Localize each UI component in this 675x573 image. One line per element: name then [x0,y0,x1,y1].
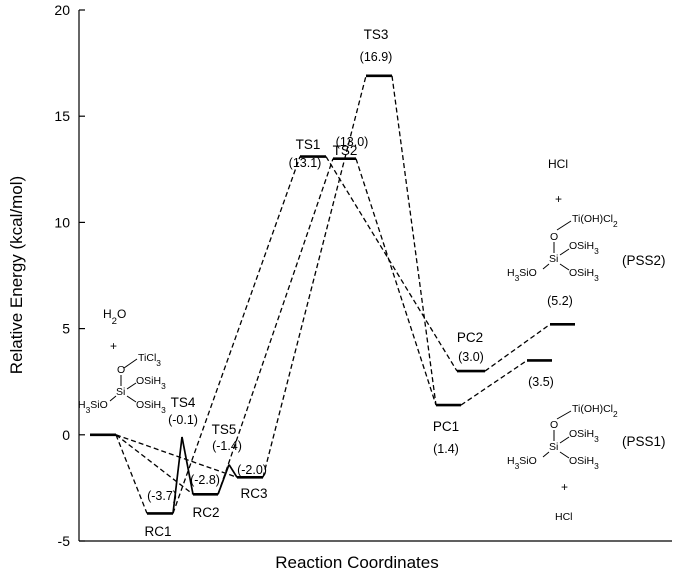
y-tick-label: 15 [54,108,70,124]
energy-label-ts2: (13.0) [336,135,369,149]
y-ticks: -5 0 5 10 15 20 [54,2,85,549]
pss1-bond-si-osih3-a [559,436,570,444]
connector-ts5-rc3 [228,464,238,478]
bond-o-ti [123,358,138,369]
reactant-osih3-b: OSiH3 [136,399,166,415]
energy-label-ts3: (16.9) [360,50,393,64]
connector-lines [115,75,551,514]
y-tick-label: -5 [58,533,71,549]
reactant-plus: + [110,339,117,353]
connector-ts1-pc2 [325,156,458,372]
connector-start-rc2 [115,434,194,495]
energy-label-pss1: (3.5) [528,375,554,389]
state-label-rc1: RC1 [144,524,171,539]
pss1-si: Si [549,441,558,453]
state-label-ts3: TS3 [364,27,389,42]
pss2-hcl: HCl [548,157,568,171]
pss2-bond-si-osih3-b [559,263,570,271]
energy-label-pss2: (5.2) [547,294,573,308]
state-label-ts1: TS1 [296,137,321,152]
pss2-h3sio: H3SiO [507,267,537,283]
reactant-ticl3: TiCl3 [138,352,161,368]
state-label-ts5: TS5 [212,422,237,437]
state-label-rc2: RC2 [192,505,219,520]
pss2-plus: + [555,192,562,206]
pss2-si: Si [549,253,558,265]
energy-label-ts5: (-1.4) [212,439,242,453]
pss1-o: O [550,419,558,431]
connector-ts2-pc1 [355,158,437,406]
energy-label-pc2: (3.0) [458,350,484,364]
y-tick-label: 10 [54,214,70,230]
pss2-osih3-a: OSiH3 [569,240,599,256]
pss2-bond-o-ti [556,220,572,231]
y-tick-label: 0 [62,427,70,443]
pss2-structure: HCl + Ti(OH)Cl2 O Si OSiH3 OSiH3 H3SiO (… [507,157,666,283]
energy-levels [90,74,575,515]
connector-ts4-rc2 [181,436,194,495]
reactant-osih3-a: OSiH3 [136,375,166,391]
pss2-o: O [550,231,558,243]
energy-label-rc1: (-3.7) [147,489,177,503]
bond-si-h3sio [109,395,117,402]
y-axis-title: Relative Energy (kcal/mol) [7,176,26,374]
connector-rc3-ts3 [262,75,367,478]
pss1-name: (PSS1) [622,434,666,449]
energy-label-ts4: (-0.1) [168,413,198,427]
connector-ts3-pc1 [391,75,437,406]
connector-pc2-pss2 [484,323,551,372]
connector-start-rc3 [115,434,238,478]
pss1-structure: Ti(OH)Cl2 O Si OSiH3 OSiH3 H3SiO (PSS1) … [507,403,666,523]
pss1-h3sio: H3SiO [507,455,537,471]
pss1-osih3-a: OSiH3 [569,428,599,444]
state-label-pc2: PC2 [457,330,483,345]
bond-si-osih3-b [126,395,137,403]
state-label-ts4: TS4 [171,395,196,410]
pss2-ti: Ti(OH)Cl2 [572,213,618,229]
connector-pc1-pss1 [460,359,528,406]
energy-label-ts1: (13.1) [289,156,322,170]
pss1-bond-o-ti [556,410,572,420]
state-label-rc3: RC3 [240,486,267,501]
level-labels: RC1 (-3.7) TS4 (-0.1) RC2 (-2.8) TS5 (-1.4) RC3 (… [144,27,572,539]
reactant-structure: H2O + TiCl3 O Si OSiH3 OSiH3 H3SiO [78,307,166,415]
connector-rc2-ts2 [217,158,334,495]
pss1-bond-si-h3sio [542,451,550,458]
y-tick-label: 20 [54,2,70,18]
pss2-bond-si-osih3-a [559,248,570,256]
reactant-o: O [117,364,125,376]
energy-label-rc2: (-2.8) [190,473,220,487]
pss1-bond-si-osih3-b [559,451,570,459]
connector-rc1-ts1 [172,156,301,514]
pss1-hcl: HCl [555,511,573,523]
connector-rc1-ts4 [172,436,183,514]
y-tick-label: 5 [62,321,70,337]
state-label-ts2: TS2 [333,143,358,158]
connector-start-rc1 [115,434,148,514]
pss2-osih3-b: OSiH3 [569,267,599,283]
x-axis-title: Reaction Coordinates [275,553,438,572]
pss1-plus: + [561,480,568,494]
pss2-bond-si-h3sio [542,263,550,270]
energy-label-rc3: (-2.0) [237,463,267,477]
bond-si-osih3-a [126,382,137,390]
state-label-pc1: PC1 [433,419,459,434]
reactant-h3sio: H3SiO [78,399,108,415]
energy-label-pc1: (1.4) [433,442,459,456]
pss1-osih3-b: OSiH3 [569,455,599,471]
pss2-name: (PSS2) [622,253,666,268]
h2o-label: H2O [103,307,126,327]
reactant-si: Si [116,386,125,398]
pss1-ti: Ti(OH)Cl2 [572,403,618,419]
